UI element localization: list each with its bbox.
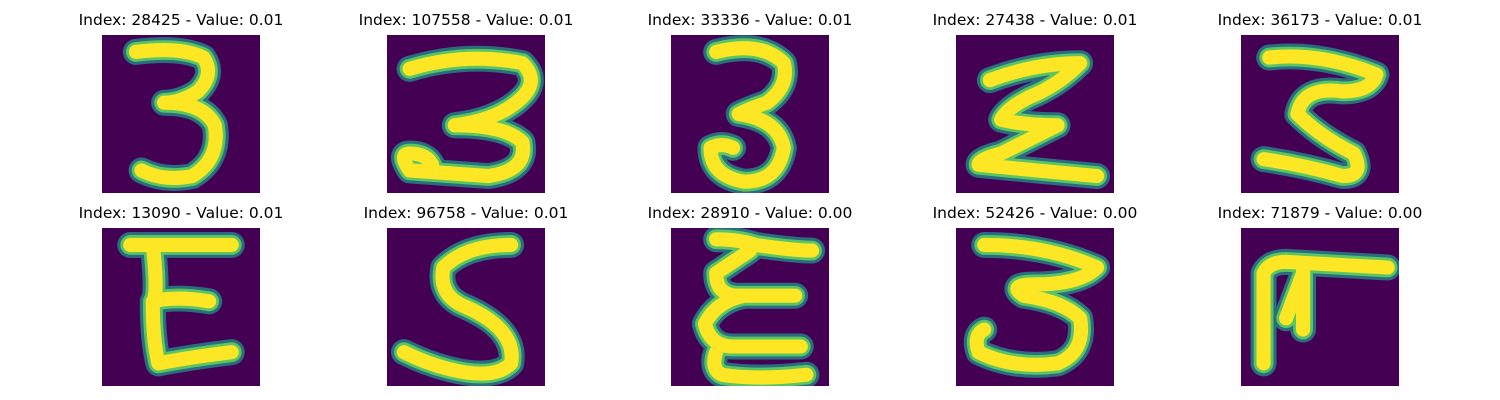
digit-image (1241, 228, 1399, 386)
image-panel: Index: 107558 - Value: 0.01 (359, 11, 573, 193)
panel-title: Index: 28910 - Value: 0.00 (647, 204, 853, 222)
panel-title: Index: 13090 - Value: 0.01 (78, 204, 284, 222)
image-panel: Index: 36173 - Value: 0.01 (1218, 11, 1422, 193)
panel-title: Index: 36173 - Value: 0.01 (1217, 11, 1423, 29)
digit-stroke-core (703, 41, 792, 189)
image-panel: Index: 28425 - Value: 0.01 (79, 11, 283, 193)
image-panel: Index: 52426 - Value: 0.00 (933, 204, 1137, 386)
digit-image (956, 228, 1114, 386)
panel-title: Index: 33336 - Value: 0.01 (647, 11, 853, 29)
digit-stroke-core (396, 237, 519, 381)
digit-image (671, 228, 829, 386)
digit-image (956, 35, 1114, 193)
digit-image (1241, 35, 1399, 193)
image-panel: Index: 96758 - Value: 0.01 (364, 204, 568, 386)
panel-title: Index: 52426 - Value: 0.00 (932, 204, 1138, 222)
image-panel: Index: 27438 - Value: 0.01 (933, 11, 1137, 193)
digit-stroke-core (971, 56, 1105, 184)
digit-stroke-core (1256, 49, 1384, 184)
digit-image (387, 35, 545, 193)
image-panel: Index: 71879 - Value: 0.00 (1218, 204, 1422, 386)
digit-image (102, 35, 260, 193)
digit-image (102, 228, 260, 386)
digit-stroke-core (396, 51, 538, 184)
digit-stroke-core (123, 237, 239, 371)
panel-title: Index: 107558 - Value: 0.01 (358, 11, 574, 29)
digit-image (671, 35, 829, 193)
digit-stroke-core (1256, 254, 1395, 371)
image-panel: Index: 28910 - Value: 0.00 (648, 204, 852, 386)
digit-stroke-core (697, 232, 820, 385)
panel-title: Index: 27438 - Value: 0.01 (932, 11, 1138, 29)
panel-title: Index: 96758 - Value: 0.01 (363, 204, 569, 222)
digit-stroke-core (969, 237, 1105, 372)
image-panel: Index: 13090 - Value: 0.01 (79, 204, 283, 386)
panel-title: Index: 71879 - Value: 0.00 (1217, 204, 1423, 222)
panel-title: Index: 28425 - Value: 0.01 (78, 11, 284, 29)
digit-image (387, 228, 545, 386)
image-panel: Index: 33336 - Value: 0.01 (648, 11, 852, 193)
digit-stroke-core (128, 42, 223, 185)
